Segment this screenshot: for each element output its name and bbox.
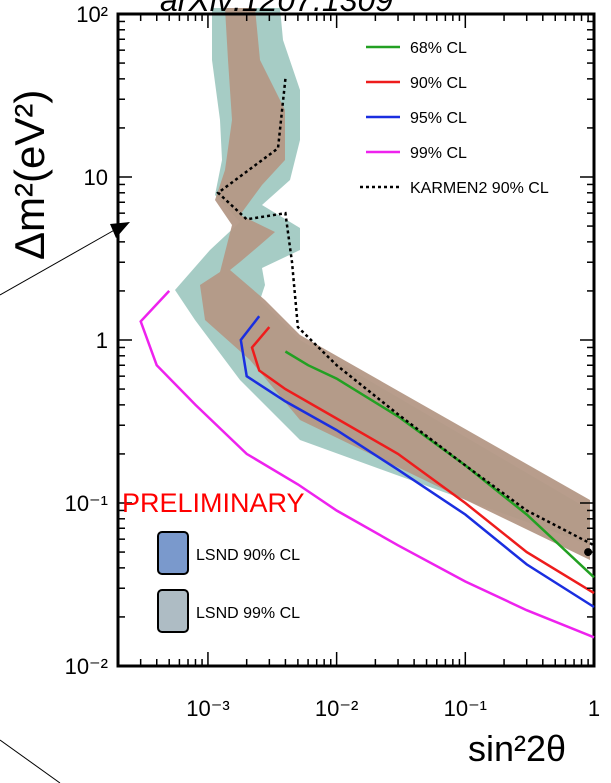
preliminary-label: PRELIMINARY bbox=[122, 488, 305, 518]
pointer-line-bottom bbox=[0, 739, 61, 783]
legend: 68% CL 90% CL 95% CL 99% CL KARMEN2 90% CL bbox=[360, 40, 549, 197]
plot-frame bbox=[116, 12, 596, 668]
lsnd-allowed-region bbox=[175, 8, 590, 560]
y-tick-label: 10⁻¹ bbox=[65, 491, 108, 516]
y-tick-label: 10 bbox=[84, 165, 108, 190]
curve-95-cl bbox=[239, 315, 595, 609]
y-tick-label: 10² bbox=[76, 2, 108, 27]
x-axis-label: sin²2θ bbox=[468, 728, 567, 769]
x-tick-label: 10⁻³ bbox=[186, 696, 229, 721]
pointer-arrowhead bbox=[110, 222, 130, 238]
lsnd-90-label: LSND 90% CL bbox=[196, 547, 300, 564]
lsnd-99-swatch bbox=[157, 589, 189, 633]
axis-ticks: 10² 10 1 10⁻¹ 10⁻² 10⁻³ 10⁻² 10⁻¹ 1 bbox=[65, 2, 601, 721]
reference-label: arXiv:1207.1309 bbox=[160, 0, 394, 18]
contour-curves bbox=[139, 78, 595, 639]
x-tick-label: 1 bbox=[588, 696, 600, 721]
legend-label-karmen2-90-cl: KARMEN2 90% CL bbox=[410, 180, 549, 197]
legend-label-68-cl: 68% CL bbox=[410, 40, 467, 57]
legend-label-99-cl: 99% CL bbox=[410, 145, 467, 162]
legend-label-90-cl: 90% CL bbox=[410, 75, 467, 92]
pointer-arrow-line bbox=[0, 227, 119, 296]
lsnd-legend: LSND 90% CL LSND 99% CL bbox=[157, 531, 300, 633]
curve-68-cl bbox=[284, 350, 595, 579]
x-tick-label: 10⁻¹ bbox=[444, 696, 487, 721]
legend-label-95-cl: 95% CL bbox=[410, 110, 467, 127]
lsnd-99-label: LSND 99% CL bbox=[196, 605, 300, 622]
y-tick-label: 10⁻² bbox=[65, 654, 108, 679]
lsnd-90-swatch bbox=[157, 531, 189, 575]
lsnd-90-region bbox=[200, 8, 590, 560]
y-tick-label: 1 bbox=[96, 328, 108, 353]
curve-90-cl bbox=[250, 326, 595, 595]
x-tick-label: 10⁻² bbox=[315, 696, 358, 721]
y-axis-label: Δm²(eV²) bbox=[6, 89, 53, 260]
curve-99-cl bbox=[139, 290, 595, 639]
